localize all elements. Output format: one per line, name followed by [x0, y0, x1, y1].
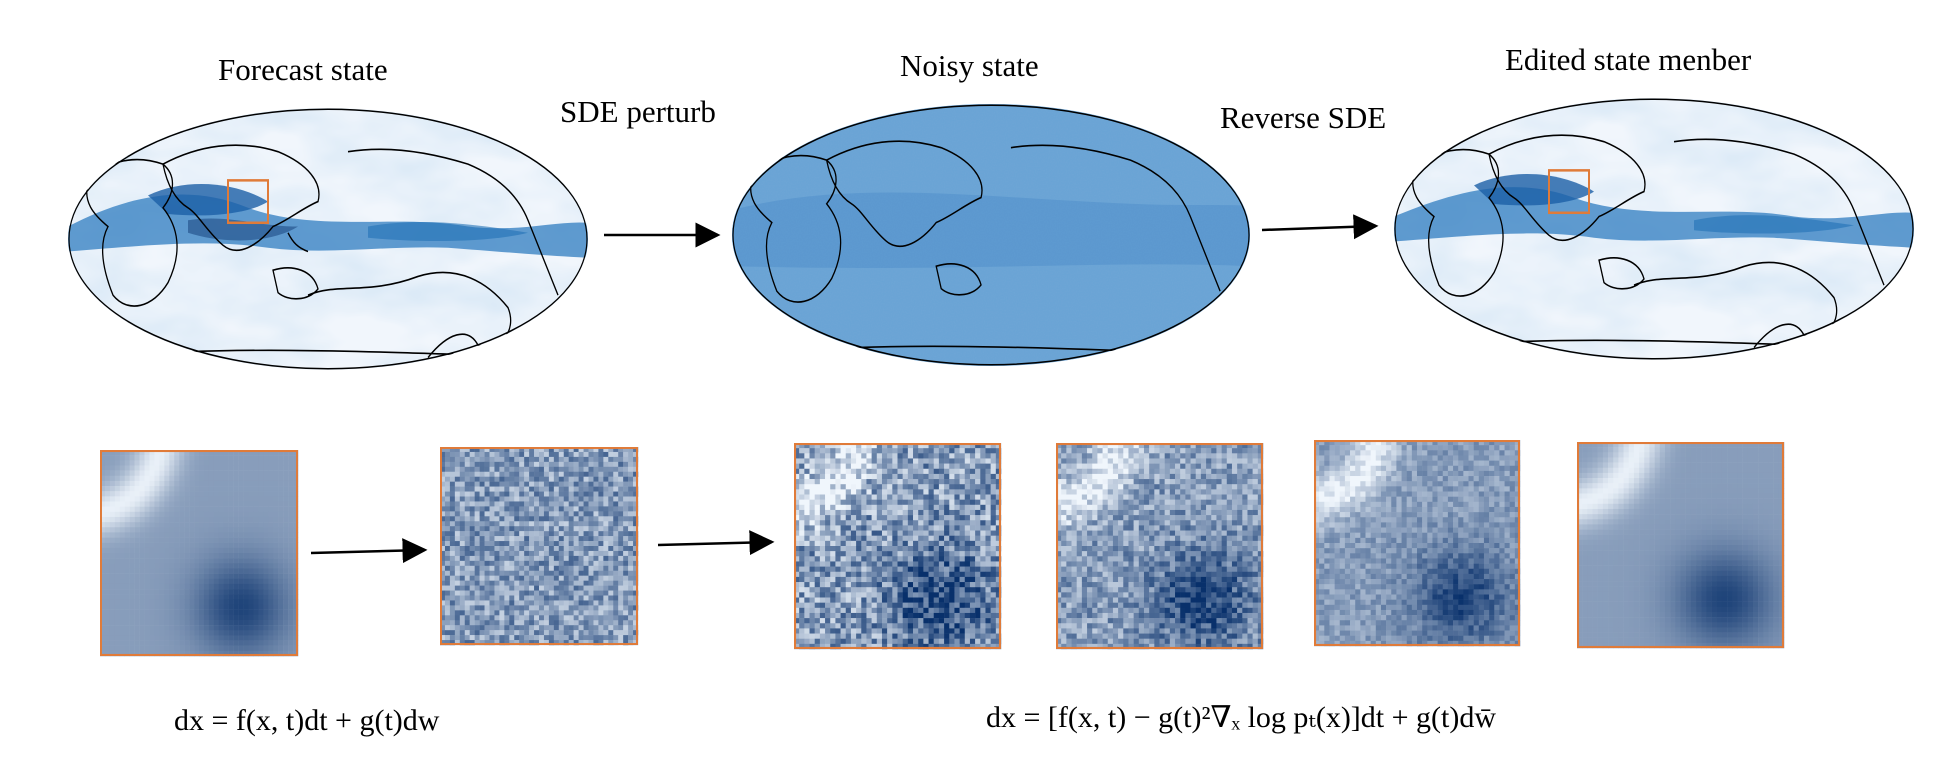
noisy-map — [732, 104, 1250, 366]
forecast-map — [68, 108, 588, 370]
noisy-state-label: Noisy state — [900, 48, 1039, 83]
reverse-sde-equation: dx = [f(x, t) − g(t)²∇ₓ log pₜ(x)]dt + g… — [986, 701, 1497, 734]
sde-perturb-arrow — [604, 222, 721, 248]
reverse-sde-label: Reverse SDE — [1220, 100, 1387, 135]
patch-border — [440, 447, 638, 645]
patch-border — [1314, 440, 1520, 646]
patch-border — [1577, 442, 1784, 648]
edited-map — [1394, 98, 1914, 360]
sde-perturb-label: SDE perturb — [560, 94, 716, 129]
denoise-step-1-patch — [794, 443, 1002, 650]
reverse-sde-arrow — [1261, 214, 1379, 240]
edited-state-label: Edited state menber — [1505, 42, 1752, 77]
denoise-step-2-patch — [1056, 443, 1264, 650]
forecast-state-label: Forecast state — [218, 52, 388, 87]
denoise-step-3-patch — [1314, 440, 1521, 647]
forward-sde-equation: dx = f(x, t)dt + g(t)dw — [174, 704, 440, 737]
noisy-patch — [440, 447, 639, 646]
patch-reverse-arrow — [657, 530, 775, 556]
edited-patch — [1577, 442, 1785, 649]
patch-border — [794, 443, 1001, 649]
patch-perturb-arrow — [310, 538, 428, 564]
patch-border — [1056, 443, 1263, 649]
forecast-patch — [100, 450, 299, 657]
patch-border — [100, 450, 298, 656]
